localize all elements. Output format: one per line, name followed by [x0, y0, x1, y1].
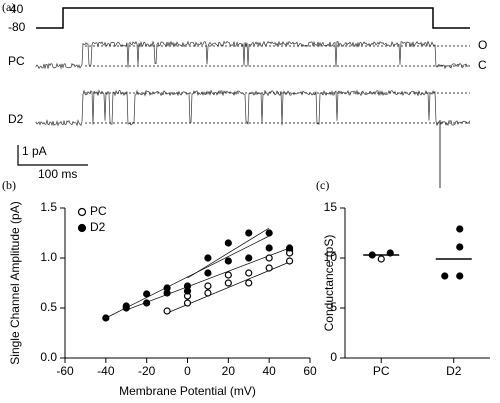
point	[245, 269, 253, 277]
y-tick-label: 0.5	[40, 300, 57, 314]
y-tick-label: 0.0	[40, 350, 57, 364]
point	[224, 239, 232, 247]
point	[122, 302, 130, 310]
x-tick-label: -20	[138, 364, 156, 378]
x-tick-label: D2	[446, 364, 462, 378]
point	[265, 229, 273, 237]
point	[456, 225, 464, 233]
y-tick-label: 5	[330, 300, 337, 314]
fit-line	[187, 227, 270, 279]
closed-label: C	[478, 58, 487, 72]
fit-line	[105, 235, 270, 319]
legend-label: D2	[90, 220, 106, 234]
x-tick-label: 40	[262, 364, 276, 378]
point	[456, 272, 464, 280]
point	[245, 279, 253, 287]
point	[285, 257, 294, 265]
trace-label: D2	[8, 112, 24, 126]
x-tick-label: 0	[184, 364, 191, 378]
legend-marker	[77, 223, 87, 233]
panel-label: (c)	[316, 178, 329, 192]
legend-label: PC	[90, 204, 107, 218]
axes	[344, 208, 490, 359]
x-tick-label: PC	[373, 364, 390, 378]
point	[163, 284, 171, 292]
y-tick-label: 1.5	[40, 200, 57, 214]
point	[183, 299, 192, 307]
y-tick-label: 10	[324, 250, 338, 264]
point	[224, 257, 232, 265]
point	[204, 289, 212, 297]
panel-label: (b)	[2, 178, 16, 192]
point	[183, 287, 192, 295]
point	[143, 290, 151, 298]
point	[377, 255, 385, 263]
y-tick-label: 15	[324, 200, 338, 214]
point	[224, 279, 232, 287]
protocol-low: -80	[8, 20, 26, 34]
point	[285, 244, 294, 252]
point	[163, 307, 171, 315]
point	[102, 314, 110, 322]
traces	[35, 40, 471, 188]
x-tick-label: -60	[56, 364, 74, 378]
y-axis-label: Single Channel Amplitude (pA)	[8, 201, 22, 364]
trace-label: PC	[8, 54, 25, 68]
point	[265, 244, 273, 252]
level-lines	[85, 45, 470, 124]
current-trace	[35, 40, 471, 70]
y-tick-label: 1.0	[40, 250, 57, 264]
point	[204, 269, 212, 277]
x-tick-label: 20	[222, 364, 236, 378]
charts: (b) -60 -40 -20 0 20 40 60 0.0 0.5 1.0 1.5 Membrane …	[2, 178, 490, 398]
x-tick-label: 60	[303, 364, 317, 378]
legend-marker	[77, 207, 87, 217]
scale-time: 100 ms	[38, 167, 77, 181]
point	[245, 229, 253, 237]
x-axis-label: Membrane Potential (mV)	[119, 384, 256, 398]
point	[265, 264, 273, 272]
open-label: O	[478, 38, 487, 52]
point	[441, 272, 449, 280]
protocol-high: 40	[10, 2, 24, 16]
point	[204, 254, 212, 262]
y-axis-label: Conductance (pS)	[322, 235, 336, 332]
scale-current: 1 pA	[22, 144, 47, 158]
fit-line	[126, 247, 290, 311]
panel-label: (a)	[2, 0, 15, 14]
scale-bar	[17, 145, 88, 166]
point	[143, 299, 151, 307]
point	[265, 254, 273, 262]
x-tick-label: -40	[97, 364, 115, 378]
point	[224, 271, 232, 279]
point	[204, 282, 212, 290]
current-trace	[35, 89, 471, 127]
y-tick-label: 0	[330, 350, 337, 364]
point	[368, 251, 376, 259]
point	[386, 249, 394, 257]
point	[245, 254, 253, 262]
voltage-protocol	[36, 7, 470, 29]
point	[456, 243, 464, 251]
